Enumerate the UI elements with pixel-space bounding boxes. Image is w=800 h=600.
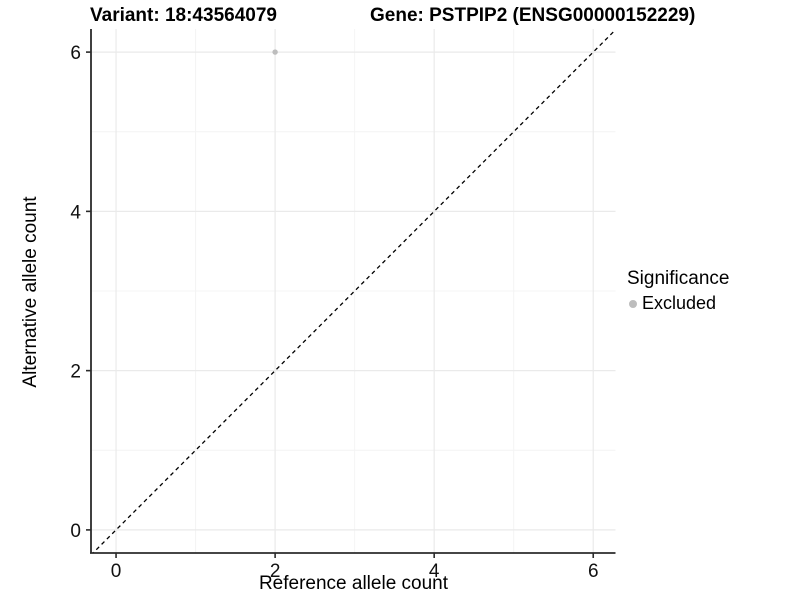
data-points bbox=[272, 49, 278, 55]
svg-text:2: 2 bbox=[270, 561, 281, 582]
legend-title: Significance bbox=[627, 268, 730, 289]
svg-text:4: 4 bbox=[429, 561, 440, 582]
svg-text:6: 6 bbox=[70, 43, 81, 64]
legend-item-excluded: Excluded bbox=[627, 293, 729, 314]
data-point bbox=[272, 49, 278, 55]
x-axis-title: Reference allele count bbox=[258, 573, 449, 594]
grid-minor bbox=[91, 29, 616, 553]
excluded-point-icon bbox=[629, 299, 637, 308]
tick-marks bbox=[86, 51, 595, 558]
gene-title: Gene: PSTPIP2 (ENSG00000152229) bbox=[370, 5, 696, 26]
svg-text:6: 6 bbox=[588, 561, 599, 582]
y-axis-title: Alternative allele count bbox=[20, 196, 41, 388]
svg-text:0: 0 bbox=[70, 521, 81, 542]
grid-major bbox=[91, 29, 616, 553]
svg-text:4: 4 bbox=[70, 202, 81, 223]
svg-text:0: 0 bbox=[111, 561, 122, 582]
axis-lines bbox=[90, 29, 616, 554]
x-tick-labels: 0 2 4 6 bbox=[111, 561, 599, 582]
legend-item-label: Excluded bbox=[642, 293, 717, 313]
identity-line bbox=[92, 29, 616, 553]
legend: Significance Excluded bbox=[627, 268, 729, 314]
svg-text:2: 2 bbox=[70, 362, 81, 383]
variant-title: Variant: 18:43564079 bbox=[90, 5, 277, 26]
y-tick-labels: 0 2 4 6 bbox=[70, 43, 81, 542]
